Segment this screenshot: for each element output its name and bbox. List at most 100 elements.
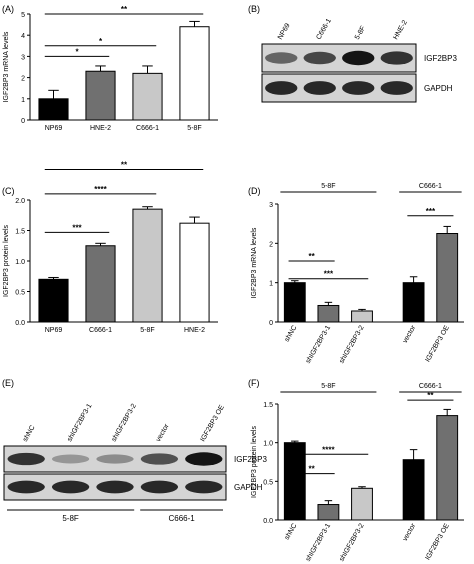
x-tick-label: NP69 bbox=[45, 125, 63, 132]
x-tick-label: shIGF2BP3-2 bbox=[338, 522, 365, 562]
panel-label-b: (B) bbox=[248, 4, 260, 14]
y-tick-label: 1 bbox=[269, 281, 273, 288]
blot-row-label: IGF2BP3 bbox=[424, 54, 457, 63]
bar bbox=[436, 233, 459, 323]
blot-lane-label: vector bbox=[155, 422, 171, 443]
blot-lane-label: shIGF2BP3-2 bbox=[111, 403, 138, 443]
blot-lane-label: shNC bbox=[22, 424, 37, 443]
bar bbox=[38, 278, 69, 323]
blot-row-label: IGF2BP3 bbox=[234, 455, 267, 464]
y-tick-label: 1.5 bbox=[263, 402, 273, 409]
blot-band bbox=[7, 452, 45, 466]
y-tick-label: 0 bbox=[269, 320, 273, 327]
y-tick-label: 1.0 bbox=[263, 441, 273, 448]
x-tick-label: 5-8F bbox=[140, 327, 154, 334]
significance-label: ** bbox=[121, 161, 128, 170]
panel-label-d: (D) bbox=[248, 186, 261, 196]
group-label: 5-8F bbox=[321, 383, 335, 390]
blot-band bbox=[342, 50, 375, 66]
bar bbox=[132, 208, 163, 323]
y-tick-label: 0.5 bbox=[263, 479, 273, 486]
x-tick-label: HNE-2 bbox=[184, 327, 205, 334]
blot-band bbox=[51, 454, 90, 464]
blot-group-label: 5-8F bbox=[62, 514, 79, 523]
significance-label: ** bbox=[308, 465, 315, 474]
bar-chart-1: 0.0 0.5 1.0 1.5 2.0 IGF2BP3 protein levels NP6… bbox=[3, 161, 218, 334]
significance-label: ** bbox=[308, 252, 315, 261]
blot-lane-label: C666-1 bbox=[315, 18, 333, 41]
panel-label-e: (E) bbox=[2, 378, 14, 388]
western-blot-1: shNC shIGF2BP3-1 shIGF2BP3-2 vector IGF2BP3 … bbox=[3, 403, 267, 523]
blot-band bbox=[7, 480, 45, 494]
x-tick-label: NP69 bbox=[45, 327, 63, 334]
bar bbox=[351, 310, 373, 323]
group-label: 5-8F bbox=[321, 183, 335, 190]
blot-band bbox=[303, 81, 336, 95]
significance-label: * bbox=[99, 37, 103, 46]
x-tick-label: shIGF2BP3-2 bbox=[338, 324, 365, 364]
blot-band bbox=[96, 480, 134, 494]
significance-label: *** bbox=[324, 270, 334, 279]
x-tick-label: vector bbox=[402, 324, 418, 345]
x-tick-label: IGF2BP3 OE bbox=[424, 324, 451, 363]
bar bbox=[351, 487, 373, 521]
y-tick-label: 2 bbox=[269, 241, 273, 248]
bar bbox=[317, 304, 340, 323]
x-tick-label: IGF2BP3 OE bbox=[424, 522, 451, 561]
blot-lane-label: NP69 bbox=[277, 22, 292, 41]
x-tick-label: shNC bbox=[284, 523, 299, 542]
y-tick-label: 3 bbox=[21, 54, 25, 61]
bar-chart-2: 0 1 2 3 IGF2BP3 mRNA levels shNC shIGF2BP3-1 sh… bbox=[251, 183, 464, 365]
blot-lane-label: HNE-2 bbox=[392, 19, 409, 41]
y-tick-label: 0.0 bbox=[15, 320, 25, 327]
bar bbox=[179, 222, 210, 323]
significance-label: ** bbox=[427, 391, 434, 400]
bar bbox=[283, 282, 306, 323]
bar bbox=[132, 72, 163, 121]
y-axis-label: IGF2BP3 protein levels bbox=[251, 426, 258, 498]
blot-band bbox=[265, 52, 298, 64]
blot-band bbox=[342, 81, 375, 95]
y-axis-label: IGF2BP3 mRNA levels bbox=[251, 227, 258, 298]
x-tick-label: vector bbox=[402, 522, 418, 543]
y-tick-label: 1.5 bbox=[15, 229, 25, 236]
x-tick-label: shIGF2BP3-1 bbox=[305, 324, 332, 364]
bar bbox=[179, 26, 210, 121]
significance-label: * bbox=[75, 47, 79, 56]
y-tick-label: 0 bbox=[21, 118, 25, 125]
blot-band bbox=[303, 51, 336, 65]
bar bbox=[38, 98, 69, 121]
blot-row-label: GAPDH bbox=[234, 483, 263, 492]
bar bbox=[85, 245, 116, 323]
blot-band bbox=[96, 454, 134, 464]
y-tick-label: 4 bbox=[21, 33, 25, 40]
blot-band bbox=[380, 81, 413, 95]
y-tick-label: 5 bbox=[21, 12, 25, 19]
bar bbox=[402, 282, 425, 323]
bar bbox=[402, 459, 425, 521]
blot-lane-label: 5-8F bbox=[354, 25, 367, 41]
blot-row-label: GAPDH bbox=[424, 84, 453, 93]
blot-band bbox=[265, 81, 298, 95]
significance-label: ** bbox=[121, 5, 128, 14]
significance-label: *** bbox=[72, 223, 82, 232]
x-tick-label: C666-1 bbox=[89, 327, 112, 334]
bar bbox=[436, 415, 459, 521]
group-label: C666-1 bbox=[419, 183, 442, 190]
bar-chart-0: 0 1 2 3 4 5 IGF2BP3 mRNA levels NP69 HNE-2 C666-1… bbox=[3, 5, 218, 132]
panel-label-c: (C) bbox=[2, 186, 15, 196]
y-tick-label: 1 bbox=[21, 97, 25, 104]
significance-label: **** bbox=[94, 185, 107, 194]
blot-group-label: C666-1 bbox=[168, 514, 195, 523]
x-tick-label: shNC bbox=[284, 325, 299, 344]
blot-band bbox=[51, 480, 90, 494]
y-tick-label: 1.0 bbox=[15, 259, 25, 266]
blot-band bbox=[140, 480, 179, 494]
panel-label-f: (F) bbox=[248, 378, 260, 388]
bar bbox=[85, 70, 116, 121]
group-label: C666-1 bbox=[419, 383, 442, 390]
charts-layer: 0 1 2 3 4 5 IGF2BP3 mRNA levels NP69 HNE-2 C666-1… bbox=[3, 5, 464, 563]
y-tick-label: 3 bbox=[269, 202, 273, 209]
significance-label: *** bbox=[426, 207, 436, 216]
y-axis-label: IGF2BP3 protein levels bbox=[3, 225, 10, 297]
